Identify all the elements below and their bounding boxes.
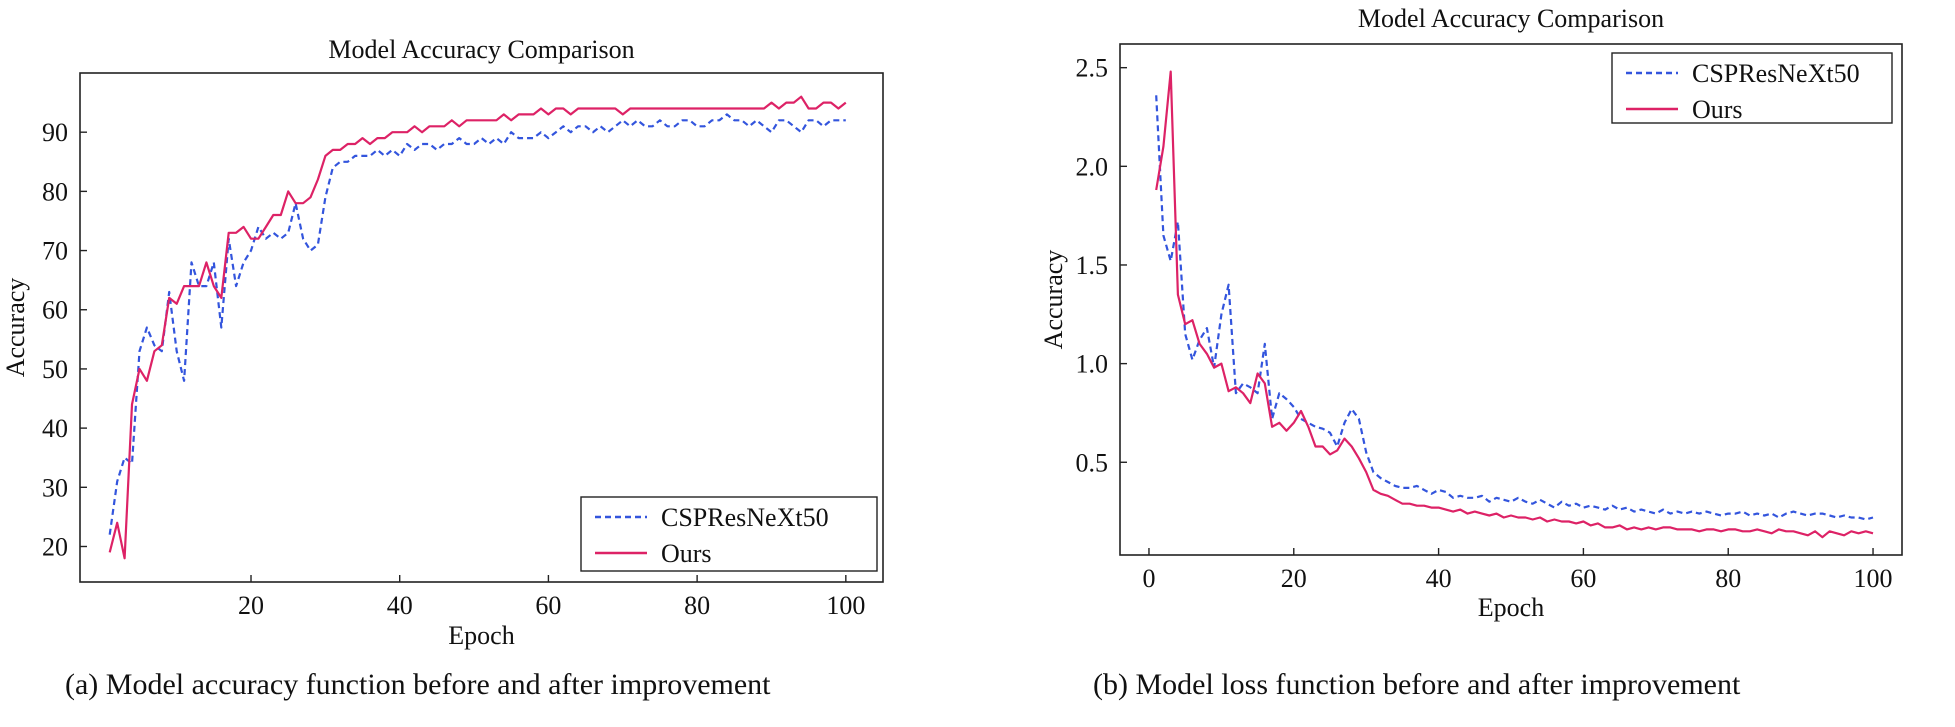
y-tick-label: 1.0: [1076, 350, 1109, 379]
legend: CSPResNeXt50 Ours: [1611, 52, 1893, 124]
legend-label-ours: Ours: [661, 539, 712, 568]
y-tick-label: 90: [42, 118, 68, 147]
x-axis-label: Epoch: [448, 621, 514, 650]
x-tick-label: 40: [1426, 564, 1452, 593]
x-tick-label: 100: [1854, 564, 1893, 593]
x-tick-label: 0: [1142, 564, 1155, 593]
chart-title: Model Accuracy Comparison: [328, 35, 634, 64]
x-tick-label: 20: [238, 591, 264, 620]
legend-box: [1611, 52, 1893, 124]
x-tick-label: 60: [1570, 564, 1596, 593]
legend-label-cspresnext50: CSPResNeXt50: [661, 503, 829, 532]
legend-label-ours: Ours: [1692, 95, 1743, 124]
legend: CSPResNeXt50 Ours: [580, 496, 878, 572]
y-tick-label: 2.0: [1076, 152, 1109, 181]
y-tick-label: 1.5: [1076, 251, 1109, 280]
caption-b: (b) Model loss function before and after…: [1093, 668, 1741, 701]
chart-title: Model Accuracy Comparison: [1358, 4, 1664, 33]
x-axis-label: Epoch: [1478, 593, 1544, 622]
y-axis-label: Accuracy: [1, 278, 30, 378]
y-tick-label: 30: [42, 473, 68, 502]
chart-a: 20 40 60 80 100 20 30 40 50 60 70 80 90 Model Accurac…: [1, 35, 884, 650]
y-tick-label: 0.5: [1076, 448, 1109, 477]
series-line-ours: [1155, 70, 1874, 539]
legend-label-cspresnext50: CSPResNeXt50: [1692, 59, 1860, 88]
plot-frame: [1119, 43, 1903, 556]
plot-frame: [79, 72, 884, 583]
y-tick-label: 70: [42, 237, 68, 266]
series-line-cspresnext50: [1155, 95, 1874, 521]
x-tick-label: 80: [684, 591, 710, 620]
y-axis-label: Accuracy: [1039, 250, 1068, 350]
y-tick-label: 2.5: [1076, 54, 1109, 83]
x-tick-label: 40: [387, 591, 413, 620]
series-line-cspresnext50: [108, 113, 846, 535]
x-tick-label: 80: [1715, 564, 1741, 593]
legend-box: [580, 496, 878, 572]
y-tick-label: 80: [42, 177, 68, 206]
x-tick-label: 100: [826, 591, 865, 620]
y-tick-label: 50: [42, 355, 68, 384]
chart-b: 0 20 40 60 80 100 0.5 1.0 1.5 2.0 2.5 Model Accurac…: [1039, 4, 1903, 622]
y-tick-label: 40: [42, 414, 68, 443]
x-tick-label: 60: [535, 591, 561, 620]
x-tick-label: 20: [1281, 564, 1307, 593]
series-line-ours: [108, 95, 847, 560]
caption-a: (a) Model accuracy function before and a…: [65, 668, 771, 701]
y-tick-label: 20: [42, 532, 68, 561]
y-tick-label: 60: [42, 296, 68, 325]
